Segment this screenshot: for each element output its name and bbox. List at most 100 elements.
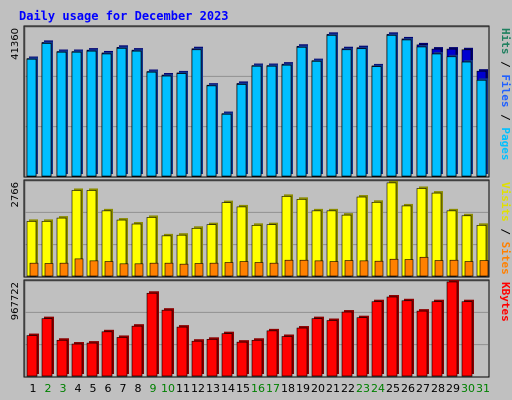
day-label: 3: [60, 382, 67, 395]
day-label: 13: [206, 382, 220, 395]
day-label: 25: [386, 382, 400, 395]
bar-sites: [134, 263, 144, 277]
day-label: 23: [356, 382, 370, 395]
day-label: 28: [431, 382, 445, 395]
bar-pages: [71, 51, 82, 177]
bar-pages: [86, 50, 97, 177]
y-max-label: 967722: [10, 282, 21, 320]
legend-separator: /: [499, 222, 512, 242]
day-label: 19: [296, 382, 310, 395]
bar-sites: [299, 259, 309, 277]
chart-title: Daily usage for December 2023: [19, 9, 229, 23]
bar-kbytes: [326, 320, 338, 377]
day-labels: 1 2 3 4 5 6 7 8 9 10 11 12 13 14 15 16 17 18 19 20 21 22 23 24 2…: [30, 382, 491, 395]
bar-pages: [386, 35, 397, 177]
bar-kbytes: [56, 339, 68, 377]
day-label: 17: [266, 382, 280, 395]
bar-kbytes: [386, 296, 398, 377]
bar-kbytes: [461, 301, 473, 377]
bar-pages: [401, 39, 412, 177]
bar-kbytes: [71, 343, 83, 377]
bar-kbytes: [206, 339, 218, 377]
bar-sites: [419, 256, 429, 277]
day-label: 30: [461, 382, 475, 395]
bar-sites: [149, 262, 159, 277]
bar-kbytes: [401, 300, 413, 377]
bar-pages: [356, 48, 367, 177]
bar-pages: [371, 66, 382, 177]
day-label: 21: [326, 382, 340, 395]
bar-kbytes: [86, 342, 98, 377]
bar-pages: [101, 53, 112, 177]
day-label: 22: [341, 382, 355, 395]
bar-kbytes: [161, 309, 173, 377]
bar-sites: [104, 261, 114, 277]
day-label: 14: [221, 382, 235, 395]
bar-kbytes: [116, 337, 128, 377]
day-label: 16: [251, 382, 265, 395]
bar-kbytes: [281, 336, 293, 377]
bar-pages: [26, 58, 37, 177]
bar-sites: [224, 262, 234, 277]
bar-kbytes: [251, 339, 263, 377]
bar-pages: [146, 71, 157, 177]
bar-kbytes: [131, 325, 143, 377]
day-label: 2: [45, 382, 52, 395]
bar-kbytes: [296, 327, 308, 377]
bar-pages: [56, 51, 67, 177]
y-max-label: 2766: [10, 182, 21, 207]
bar-sites: [89, 260, 99, 277]
legend: Hits / Files / Pages: [499, 28, 512, 161]
bar-pages: [431, 53, 442, 177]
bar-sites: [284, 259, 294, 277]
day-label: 12: [191, 382, 205, 395]
bar-pages: [296, 47, 307, 177]
bar-sites: [29, 262, 39, 277]
day-label: 20: [311, 382, 325, 395]
bar-pages: [311, 61, 322, 177]
legend-visits: Visits: [499, 182, 512, 222]
bar-sites: [389, 258, 399, 277]
bar-pages: [176, 73, 187, 177]
bar-kbytes: [416, 310, 428, 377]
day-label: 11: [176, 382, 190, 395]
legend-pages: Pages: [499, 127, 512, 160]
day-label: 6: [105, 382, 112, 395]
bar-pages: [476, 79, 487, 177]
bar-pages: [221, 113, 232, 177]
day-label: 4: [75, 382, 82, 395]
bar-sites: [239, 261, 249, 277]
bar-sites: [254, 262, 264, 277]
bar-pages: [251, 65, 262, 177]
legend-sites: Sites: [499, 242, 512, 275]
bar-sites: [44, 263, 54, 277]
day-label: 27: [416, 382, 430, 395]
bar-kbytes: [341, 311, 353, 377]
day-label: 7: [120, 382, 127, 395]
kbytes-panel: 967722 KBytes: [10, 279, 512, 378]
bar-kbytes: [146, 292, 158, 377]
day-label: 18: [281, 382, 295, 395]
bar-pages: [341, 49, 352, 177]
day-label: 31: [476, 382, 490, 395]
bar-kbytes: [26, 335, 38, 377]
bar-sites: [164, 262, 174, 277]
day-label: 24: [371, 382, 385, 395]
bar-pages: [461, 61, 472, 177]
sites-visits-panel: 2766 Visits / Sites: [10, 179, 512, 278]
day-label: 8: [135, 382, 142, 395]
bar-sites: [269, 262, 279, 277]
legend: KBytes: [499, 282, 512, 322]
day-label: 29: [446, 382, 460, 395]
bar-sites: [119, 263, 129, 277]
bar-kbytes: [371, 301, 383, 377]
legend-files: Files: [499, 74, 512, 107]
bar-sites: [74, 258, 84, 277]
pages-files-hits-panel: 41360 Hits / Files / Pages: [10, 25, 512, 178]
bar-sites: [344, 260, 354, 277]
legend-separator: /: [499, 108, 512, 128]
bar-sites: [59, 262, 69, 277]
bar-pages: [191, 49, 202, 177]
bar-kbytes: [41, 318, 53, 377]
bar-sites: [434, 260, 444, 277]
